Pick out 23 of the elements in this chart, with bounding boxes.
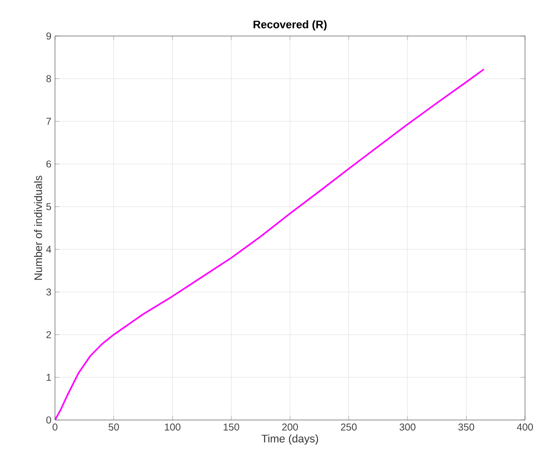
x-tick-label: 150 (224, 424, 240, 431)
line-series (55, 68, 485, 420)
x-tick-label: 200 (282, 424, 298, 431)
x-tick-label: 0 (52, 424, 58, 431)
x-tick-label: 250 (340, 424, 357, 431)
x-tick-label: 400 (516, 424, 533, 431)
x-tick-label: 350 (458, 424, 474, 431)
x-tick-label: 50 (108, 424, 119, 431)
y-tick-label: 5 (46, 203, 52, 210)
x-tick-label: 300 (400, 424, 416, 431)
y-tick-label: 6 (46, 160, 52, 168)
y-tick-label: 9 (46, 32, 52, 40)
y-tick-label: 8 (46, 75, 52, 82)
y-axis-title: Number of individuals (34, 176, 42, 280)
y-tick-label: 3 (46, 288, 52, 296)
x-axis-title: Time (days) (262, 434, 318, 445)
y-tick-label: 2 (46, 331, 51, 338)
chart-title: Recovered (R) (254, 20, 327, 30)
y-tick-label: 4 (46, 246, 52, 253)
y-tick-label: 0 (46, 416, 52, 424)
y-tick-label: 1 (46, 374, 51, 381)
x-tick-label: 100 (164, 424, 180, 431)
y-tick-label: 7 (46, 118, 51, 125)
